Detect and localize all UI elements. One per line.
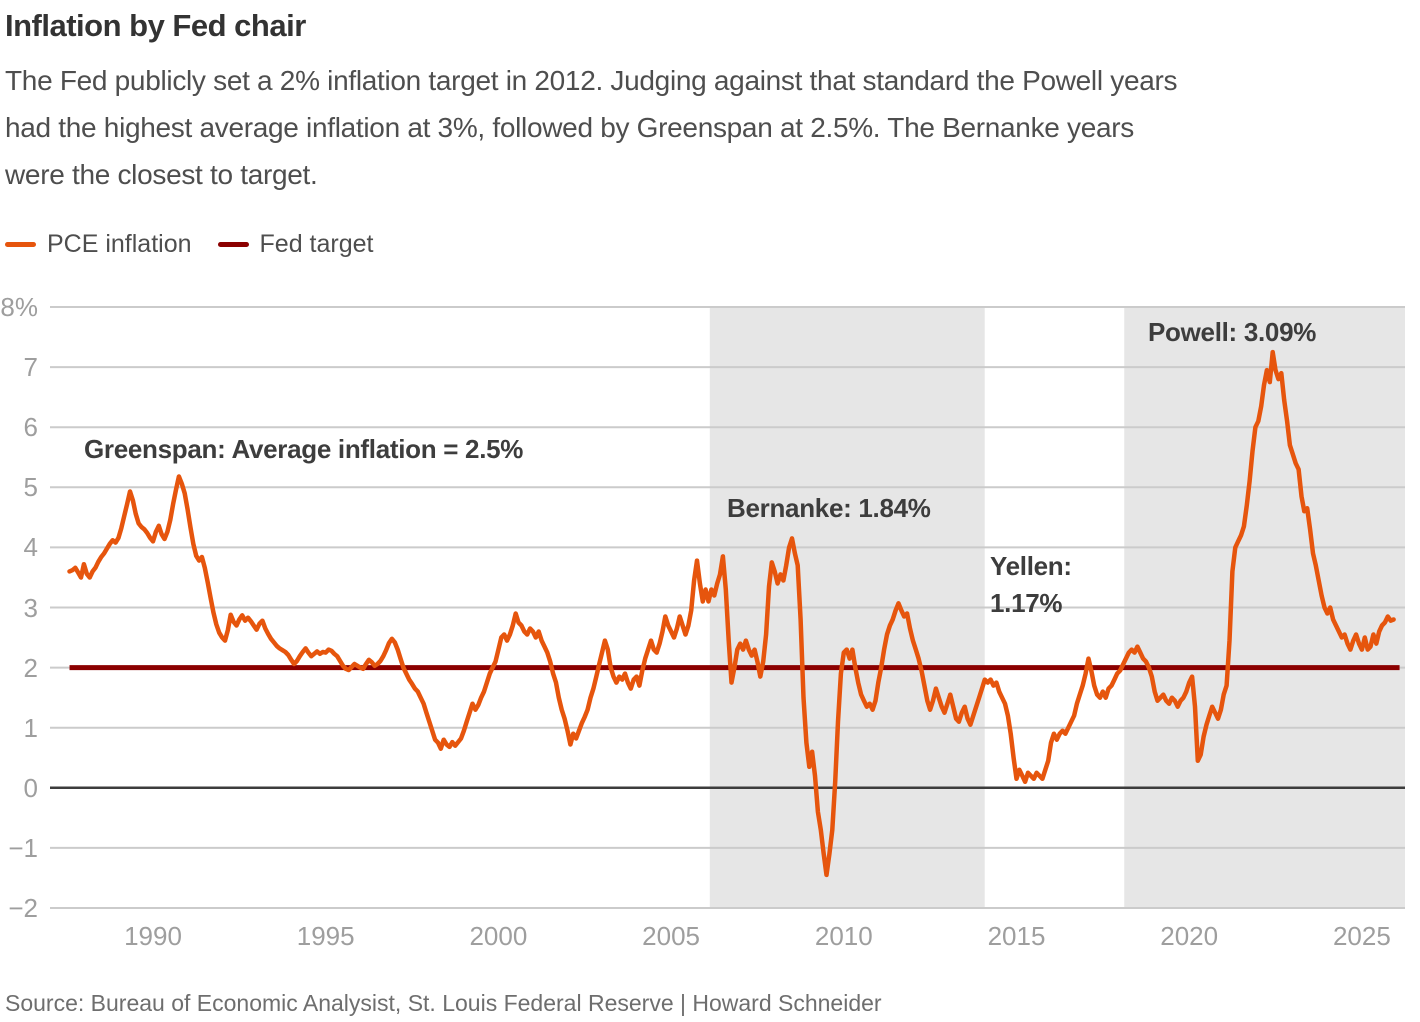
annotation-powell: Powell: 3.09% (1148, 317, 1317, 347)
y-tick-label: 0 (23, 772, 38, 803)
y-tick-label: 6 (23, 412, 38, 443)
x-tick-label: 2010 (814, 921, 873, 951)
y-tick-label: −1 (8, 832, 38, 863)
x-tick-label: 2025 (1332, 921, 1391, 951)
source-note: Source: Bureau of Economic Analysist, St… (5, 990, 882, 1016)
legend-item-fed-target: Fed target (217, 230, 374, 259)
chart-title: Inflation by Fed chair (5, 8, 306, 43)
chart-subtitle: The Fed publicly set a 2% inflation targ… (5, 65, 1178, 190)
y-axis: 8% 7 6 5 4 3 2 1 0 −1 −2 (0, 0, 40, 1022)
pce-line-swatch (5, 242, 36, 247)
y-tick-label: −2 (8, 893, 38, 923)
x-tick-label: 2000 (469, 921, 528, 951)
fed-target-swatch (217, 242, 249, 247)
x-tick-label: 2020 (1160, 921, 1219, 951)
y-tick-label: 5 (23, 472, 38, 503)
annotation-greenspan: Greenspan: Average inflation = 2.5% (84, 434, 524, 464)
annotation-yellen: Yellen: 1.17% (990, 551, 1072, 618)
x-tick-label: 2015 (987, 921, 1046, 951)
y-tick-label: 1 (23, 712, 38, 743)
y-tick-label: 8% (0, 292, 38, 322)
annotation-bernanke: Bernanke: 1.84% (727, 493, 931, 523)
x-tick-label: 2005 (642, 921, 701, 951)
legend-item-pce-inflation: PCE inflation (5, 230, 192, 259)
y-tick-label: 4 (23, 532, 38, 563)
legend-label-fed-target: Fed target (259, 230, 374, 258)
y-tick-label: 2 (23, 652, 38, 683)
x-tick-label: 1990 (124, 921, 182, 951)
legend: PCE inflation Fed target (5, 230, 373, 259)
legend-label-pce-inflation: PCE inflation (47, 230, 192, 258)
y-tick-label: 7 (23, 352, 38, 383)
x-tick-label: 1995 (296, 921, 355, 951)
pce-inflation-line (67, 349, 1396, 878)
y-tick-label: 3 (23, 592, 38, 623)
